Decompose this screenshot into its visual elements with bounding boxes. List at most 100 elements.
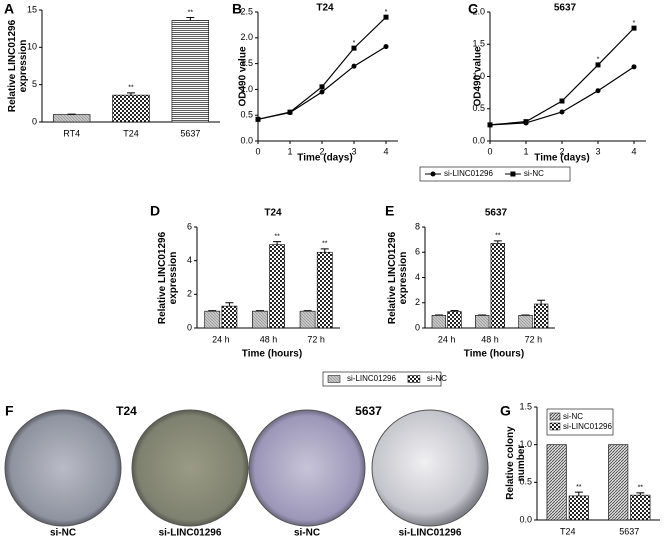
bar [221,305,238,329]
group-title: 5637 [355,404,382,418]
marker [559,109,565,115]
marker [383,44,389,50]
error-bar [186,16,195,21]
bar [112,94,150,123]
significance-label: * [633,20,636,27]
error-bar [303,310,312,312]
legend-label: si-NC [427,374,447,383]
x-tick-label: 24 h [212,334,230,344]
x-tick-label: 5637 [180,128,200,138]
dish-caption: si-NC [50,528,76,539]
series-line [257,16,387,120]
marker [559,98,565,104]
legend-marker [510,171,516,177]
x-tick-label: 72 h [525,334,543,344]
y-tick-label: 0.0 [240,135,253,145]
bar [204,310,221,329]
significance-label: * [597,57,600,64]
y-tick-label: 4 [415,272,420,282]
x-tick-label: 3 [595,146,600,156]
y-tick-label: 10 [27,42,37,52]
chart-title: 5637 [554,3,577,14]
y-axis-label: Relative LINC01296 expression [387,231,409,325]
legend-swatch [549,422,561,431]
dish-caption: si-LINC01296 [159,528,222,539]
y-axis-label: Relative colony number [505,426,527,500]
marker [351,63,357,69]
marker [595,62,601,68]
bar [447,311,462,329]
y-tick-label: 2 [187,289,192,299]
y-tick-label: 0.0 [472,135,485,145]
y-tick-label: 0.5 [240,110,253,120]
error-bar [537,299,546,305]
x-tick-label: T24 [560,526,576,536]
panel-letter: E [385,203,394,219]
y-tick-label: 1.5 [240,58,253,68]
group-title: T24 [116,404,137,418]
legend-label: si-LINC01296 [347,374,396,383]
significance-label: ** [576,484,582,491]
bar [252,310,268,329]
significance-label: ** [638,485,644,492]
bar [171,20,210,123]
y-axis-label: OD490 value [472,45,484,107]
chart-title: T24 [316,3,334,14]
legend-marker [430,171,436,177]
y-tick-label: 6 [187,221,192,231]
bar [299,310,316,329]
bar [518,315,533,329]
dish-caption: si-LINC01296 [399,528,462,539]
colony-dish [371,409,489,527]
x-tick-label: 1 [287,146,292,156]
y-tick-label: 6 [415,247,420,257]
x-tick-label: 0 [255,146,260,156]
legend-swatch [327,375,341,383]
series-line [489,66,635,126]
y-tick-label: 0 [415,322,420,332]
x-tick-label: 48 h [481,334,499,344]
panel-letter: B [232,1,242,17]
legend-label: si-LINC01296 [563,422,612,431]
y-tick-label: 1.0 [519,439,532,449]
y-tick-label: 0.0 [519,514,532,524]
error-bar [450,310,459,312]
chart-title: 5637 [485,208,508,219]
significance-label: ** [128,85,134,92]
error-bar [636,492,645,496]
significance-label: ** [188,9,194,16]
marker [287,109,293,115]
marker [631,25,637,31]
x-tick-label: 2 [559,146,564,156]
significance-label: * [353,40,356,47]
marker [523,119,529,125]
x-tick-label: T24 [123,128,139,138]
legend-label: si-NC [563,412,583,421]
y-tick-label: 1.5 [472,39,485,49]
error-bar [127,92,135,96]
bar [269,244,285,329]
legend-box [419,166,571,182]
x-tick-label: 4 [631,146,636,156]
y-tick-label: 8 [415,221,420,231]
y-axis-label: Relative LINC01296 expression [157,231,179,325]
legend-label: si-LINC01296 [444,169,493,178]
legend-label: si-NC [524,169,544,178]
x-axis-label: Time (days) [297,153,352,164]
y-tick-label: 5 [32,79,37,89]
x-tick-label: 48 h [260,334,278,344]
x-tick-label: RT4 [63,128,80,138]
y-tick-label: 2.0 [472,6,485,16]
colony-dish [4,409,122,527]
bar [568,495,589,521]
error-bar [320,248,329,253]
bar [52,114,91,123]
x-tick-label: 1 [523,146,528,156]
y-tick-label: 2.5 [240,6,253,16]
error-bar [255,310,264,312]
marker [487,122,493,128]
bar [316,251,333,329]
marker [631,64,637,70]
